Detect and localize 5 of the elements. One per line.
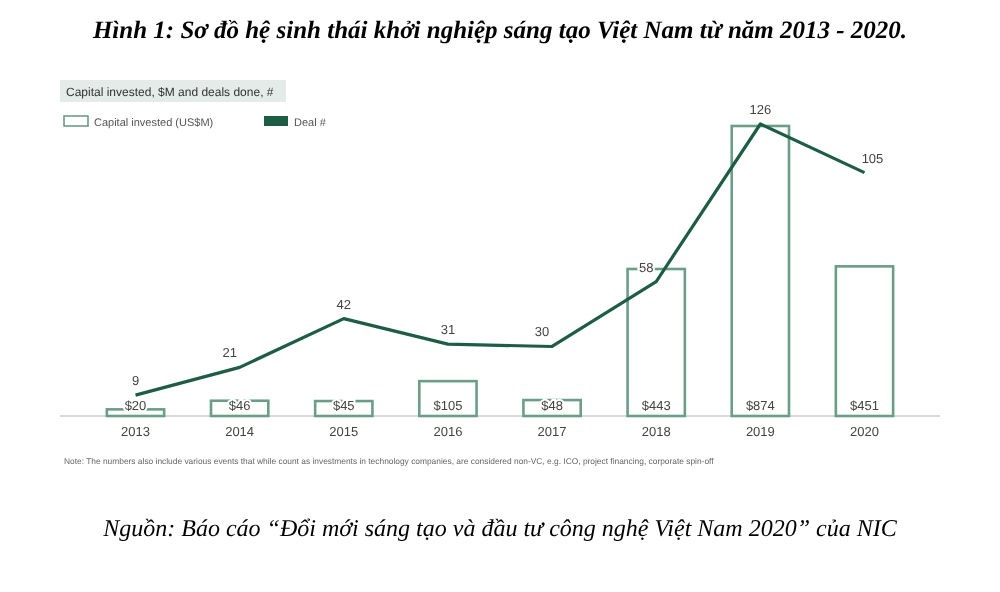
bar <box>834 265 895 418</box>
text: Nguồn: Báo cáo “Đổi mới sáng tạo và đầu tư công nghệ Việt Nam 2020” của NIC <box>101 514 899 542</box>
bar <box>730 124 791 418</box>
chart-title: Hình 1: Sơ đồ hệ sinh thái khởi nghiệp sáng tạo Việt Nam từ năm 2013 - 2020. <box>90 16 908 44</box>
bar <box>626 267 687 418</box>
